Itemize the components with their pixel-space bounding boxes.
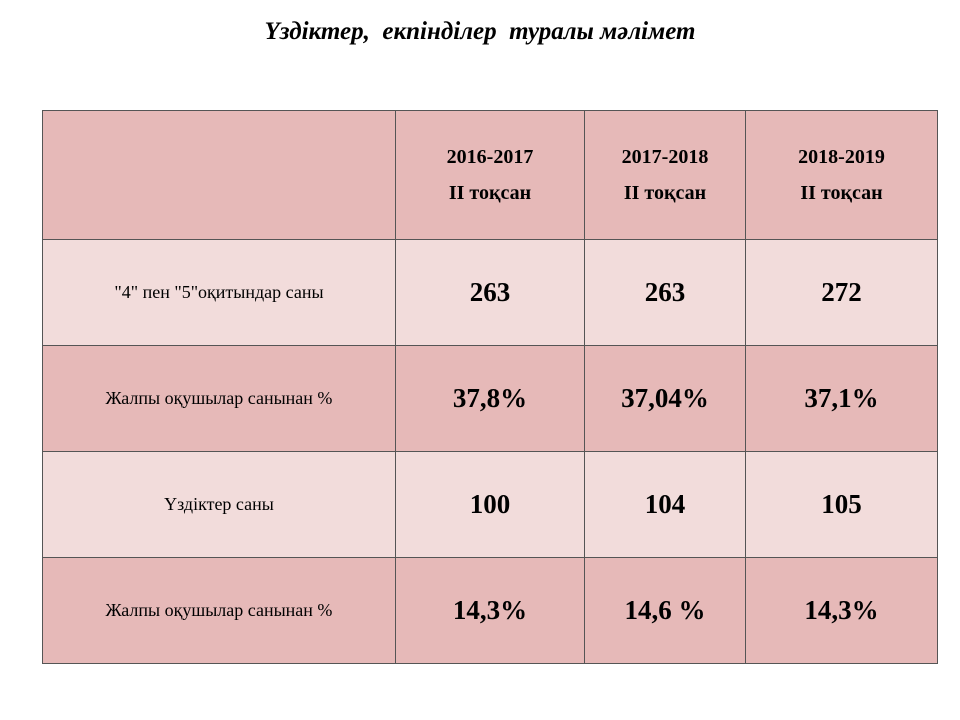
header-period: 2018-2019 — [798, 146, 885, 168]
table-row: Жалпы оқушылар санынан % 37,8% 37,04% 37,1% — [42, 345, 938, 452]
value-cell: 14,6 % — [584, 557, 746, 664]
row-label: Үздіктер саны — [42, 451, 396, 558]
table-row: Жалпы оқушылар санынан % 14,3% 14,6 % 14,3% — [42, 557, 938, 664]
header-term: II тоқсан — [800, 182, 883, 204]
value-cell: 263 — [584, 239, 746, 346]
value-cell: 37,04% — [584, 345, 746, 452]
value-cell: 263 — [395, 239, 585, 346]
header-period: 2016-2017 — [446, 146, 534, 168]
header-cell: 2017-2018 II тоқсан — [584, 110, 746, 240]
header-cell: 2016-2017 II тоқсан — [395, 110, 585, 240]
value-cell: 14,3% — [395, 557, 585, 664]
value-cell: 104 — [584, 451, 746, 558]
header-period: 2017-2018 — [621, 146, 709, 168]
header-term: II тоқсан — [448, 182, 532, 204]
row-label: Жалпы оқушылар санынан % — [42, 345, 396, 452]
value-cell: 14,3% — [745, 557, 938, 664]
table-row: Үздіктер саны 100 104 105 — [42, 451, 938, 558]
header-row: 2016-2017 II тоқсан 2017-2018 II тоқсан 2018… — [42, 110, 938, 240]
header-term: II тоқсан — [623, 182, 707, 204]
header-cell: 2018-2019 II тоқсан — [745, 110, 938, 240]
value-cell: 100 — [395, 451, 585, 558]
value-cell: 37,1% — [745, 345, 938, 452]
row-label: Жалпы оқушылар санынан % — [42, 557, 396, 664]
row-label: "4" пен "5"оқитындар саны — [42, 239, 396, 346]
data-table: 2016-2017 II тоқсан 2017-2018 II тоқсан 2018… — [42, 110, 938, 664]
value-cell: 37,8% — [395, 345, 585, 452]
title: Үздіктер, екпінділер туралы мәлімет — [264, 18, 696, 45]
value-cell: 272 — [745, 239, 938, 346]
table-row: "4" пен "5"оқитындар саны 263 263 272 — [42, 239, 938, 346]
corner-cell — [42, 110, 396, 240]
value-cell: 105 — [745, 451, 938, 558]
